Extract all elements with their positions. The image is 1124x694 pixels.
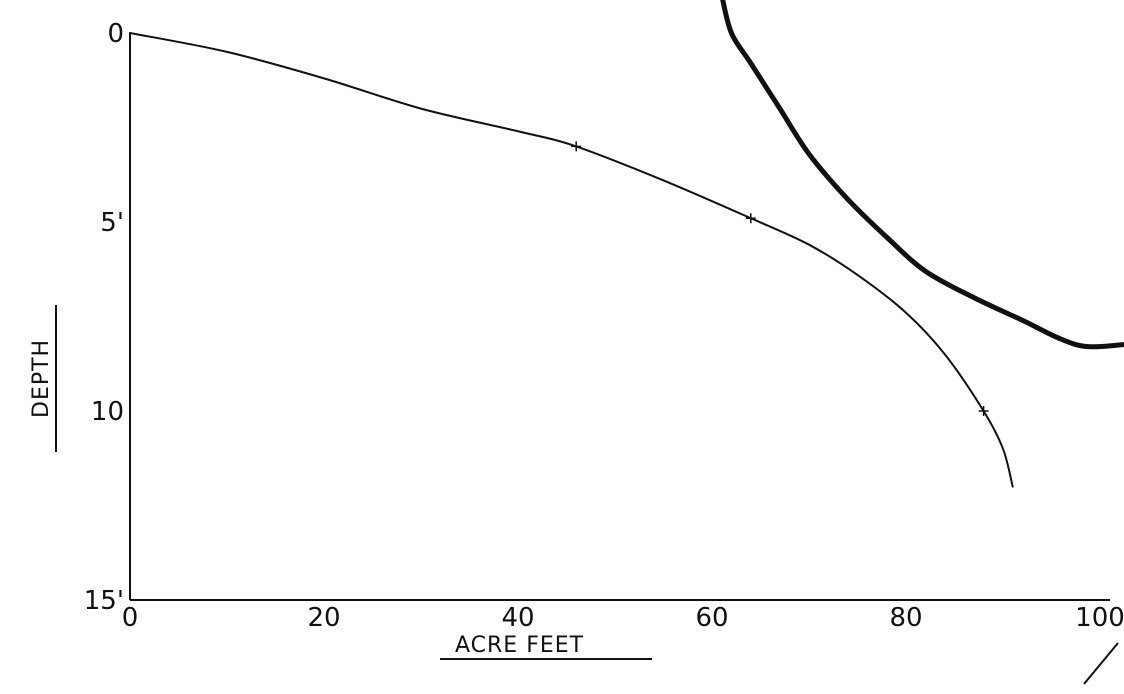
x-tick-label: 20 — [307, 603, 340, 633]
x-tick-label: 40 — [501, 603, 534, 633]
marker-group — [571, 141, 989, 416]
y-tick-label: 15' — [84, 586, 124, 616]
x-tick-label: 100 — [1075, 603, 1124, 633]
y-tick-label: 0 — [107, 19, 124, 49]
thick-curve — [720, 0, 1124, 350]
margin-stroke — [1083, 642, 1119, 685]
y-axis-title: DEPTH — [29, 339, 54, 418]
x-tick-label: 0 — [122, 603, 139, 633]
y-tick-label: 5' — [100, 208, 124, 238]
y-tick-label: 10 — [91, 397, 124, 427]
series-group — [129, 0, 1124, 488]
x-tick-labels: 0 20 40 60 80 100 — [122, 603, 1124, 633]
thin-curve — [129, 32, 1014, 488]
axes — [129, 33, 1110, 601]
x-tick-label: 80 — [889, 603, 922, 633]
point-marker — [745, 213, 756, 224]
point-marker — [978, 406, 989, 416]
point-marker — [571, 141, 582, 152]
y-tick-labels: 0 5' 10 15' — [84, 19, 124, 616]
x-tick-label: 60 — [695, 603, 728, 633]
x-axis-title: ACRE FEET — [455, 633, 584, 658]
